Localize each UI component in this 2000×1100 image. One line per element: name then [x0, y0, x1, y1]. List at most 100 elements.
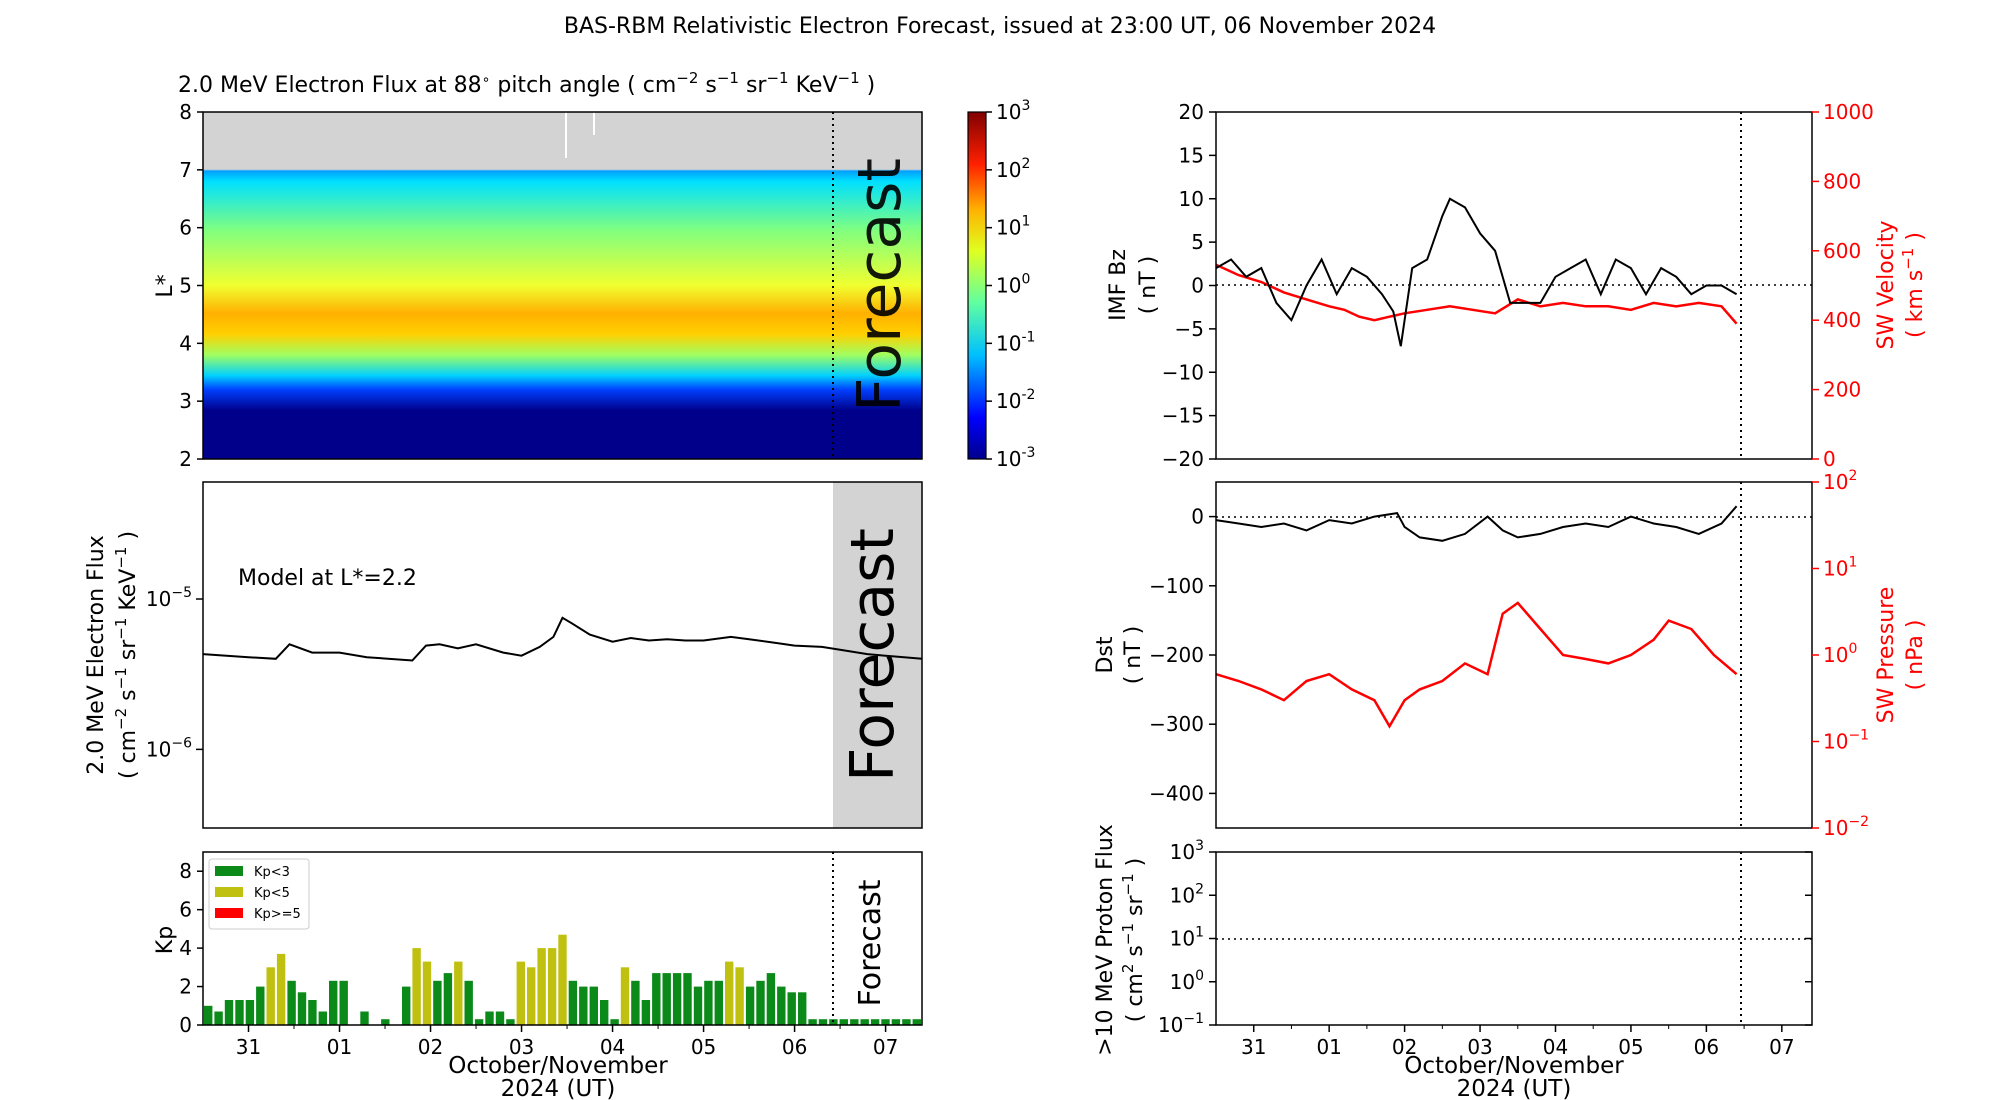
kp-bar [495, 1011, 505, 1025]
y-tick-label: 5 [179, 274, 192, 298]
y-tick-label: −200 [1149, 643, 1204, 667]
x-tick-label: 01 [327, 1035, 352, 1059]
x-tick-label: 07 [1769, 1035, 1794, 1059]
right-xlabel-line1: October/November [1404, 1053, 1624, 1079]
kp-bar [818, 1019, 828, 1025]
dst-y-axis-right: 102 101 100 10−1 10−2 [1812, 468, 1869, 840]
kp-bar [568, 980, 578, 1025]
right-xlabel-line2: 2024 (UT) [1457, 1076, 1572, 1100]
kp-bar [464, 980, 473, 1025]
y-tick-label: −300 [1149, 712, 1204, 736]
kp-bar [662, 973, 671, 1025]
x-tick-label: 05 [691, 1035, 716, 1059]
kp-legend-swatch-low [215, 866, 243, 876]
imf-panel: 20 15 10 5 0 −5 −10 −15 −20 1000 800 600 400 200 0 IM… [1106, 100, 1928, 471]
proton-ylabel-line2: ( cm2 s−1 sr−1 ) [1119, 858, 1148, 1022]
y-tick-label: 10−6 [146, 735, 192, 761]
kp-bar [589, 986, 598, 1025]
y-tick-label: 10−1 [1823, 728, 1869, 754]
colorbar-tick-label: 103 [996, 98, 1030, 124]
sw-pressure-ylabel-line1: SW Pressure [1874, 587, 1899, 724]
imf-y-axis-right: 1000 800 600 400 200 0 [1812, 100, 1874, 471]
kp-bar [808, 1019, 817, 1025]
kp-bar [725, 961, 734, 1025]
colorbar-tick-label: 10-3 [996, 445, 1035, 471]
y-tick-label: 5 [1191, 230, 1204, 254]
dst-ylabel-line1: Dst [1093, 636, 1118, 673]
spectrogram-forecast-label: Forecast [845, 158, 915, 412]
y-tick-label: 3 [179, 389, 192, 413]
kp-legend: Kp<3 Kp<5 Kp>=5 [208, 858, 310, 930]
kp-bar [881, 1019, 890, 1025]
x-tick-label: 04 [1543, 1035, 1568, 1059]
y-tick-label: −100 [1149, 574, 1204, 598]
kp-bar [308, 1000, 317, 1025]
kp-bar [870, 1019, 880, 1025]
kp-bar [579, 986, 588, 1025]
dst-y-axis-left: 0 −100 −200 −300 −400 [1149, 505, 1216, 805]
x-tick-label: 06 [782, 1035, 807, 1059]
kp-bar [276, 953, 286, 1025]
left-xlabel-line2: 2024 (UT) [501, 1076, 616, 1100]
y-tick-label: 1000 [1823, 100, 1874, 124]
spectrogram-y-axis: 2 3 4 5 6 7 8 [179, 100, 203, 471]
flux-timeseries-panel: Forecast Model at L*=2.2 10−510−6 2.0 Me… [84, 481, 923, 829]
flux-ylabel-line1: 2.0 MeV Electron Flux [84, 535, 109, 775]
colorbar-tick-label: 102 [996, 156, 1030, 182]
x-tick-label: 03 [509, 1035, 534, 1059]
kp-bar [704, 980, 713, 1025]
kp-bar [558, 934, 567, 1025]
x-tick-label: 07 [873, 1035, 898, 1059]
x-tick-label: 04 [600, 1035, 625, 1059]
kp-bar [610, 1019, 619, 1025]
kp-bar [547, 948, 557, 1025]
kp-bar [798, 992, 807, 1025]
colorbar-tick-label: 101 [996, 214, 1030, 240]
kp-bar [454, 961, 463, 1025]
x-tick-label: 31 [236, 1035, 261, 1059]
y-tick-label: 8 [179, 100, 192, 124]
kp-legend-label-low: Kp<3 [254, 865, 290, 880]
y-tick-label: 600 [1823, 239, 1861, 263]
kp-bar [693, 986, 703, 1025]
kp-bar [297, 992, 307, 1025]
y-tick-label: 20 [1179, 100, 1204, 124]
y-tick-label: 100 [1823, 641, 1857, 667]
dst-ylabel-line2: ( nT ) [1121, 626, 1146, 685]
flux-y-axis: 10−5 10−6 [146, 585, 203, 761]
kp-bar [850, 1019, 859, 1025]
kp-bar [204, 1005, 213, 1025]
kp-bars [204, 934, 921, 1025]
kp-bar [287, 980, 296, 1025]
sw-velocity-ylabel-line2: ( km s−1 ) [1899, 232, 1928, 338]
y-tick-label: −15 [1162, 404, 1204, 428]
kp-bar [339, 980, 348, 1025]
y-tick-label: 10−5 [146, 585, 192, 611]
y-tick-label: 400 [1823, 308, 1861, 332]
left-x-axis: 31 01 02 03 04 05 06 07 [236, 1025, 898, 1059]
y-tick-label: 101 [1170, 925, 1204, 951]
kp-bar [506, 1019, 515, 1025]
kp-bar [256, 986, 265, 1025]
y-tick-label: 100 [1170, 968, 1204, 994]
kp-bar [537, 948, 546, 1025]
kp-bar [766, 973, 776, 1025]
kp-legend-swatch-mid [215, 887, 243, 897]
imf-y-axis-left: 20 15 10 5 0 −5 −10 −15 −20 [1162, 100, 1216, 471]
dst-line [1215, 505, 1738, 542]
y-tick-label: 200 [1823, 378, 1861, 402]
colorbar-tick-label: 100 [996, 272, 1030, 298]
kp-ylabel: Kp [153, 926, 178, 954]
y-tick-label: 0 [1191, 274, 1204, 298]
kp-bar [443, 973, 453, 1025]
y-tick-label: 102 [1823, 468, 1857, 494]
kp-bar [912, 1019, 921, 1025]
kp-y-axis: 0 2 4 6 8 [179, 859, 203, 1037]
y-tick-label: 101 [1823, 555, 1857, 581]
y-tick-label: 6 [179, 898, 192, 922]
kp-bar [745, 986, 755, 1025]
y-tick-label: 2 [179, 975, 192, 999]
y-tick-label: 0 [1823, 447, 1836, 471]
